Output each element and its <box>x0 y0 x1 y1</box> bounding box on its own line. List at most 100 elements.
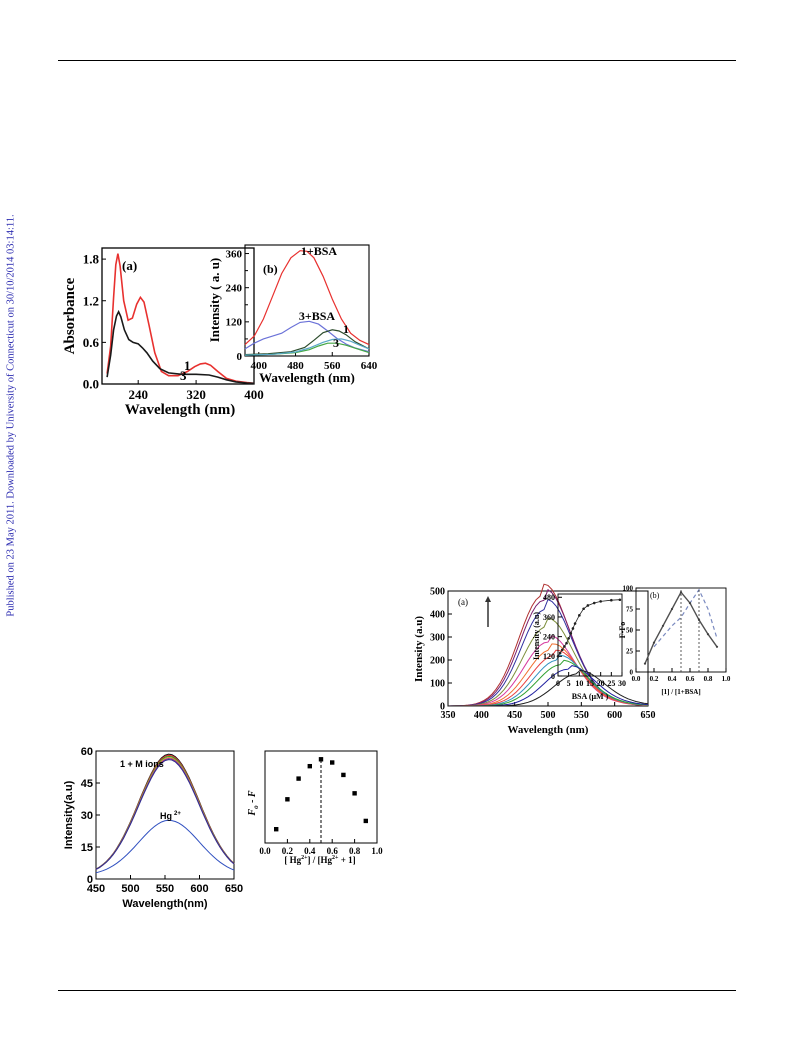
series-annotation: 3 <box>180 368 187 383</box>
titration-point <box>610 598 613 602</box>
x-axis-label: Wavelength (nm) <box>508 724 589 736</box>
series-annotation: 1 <box>343 322 349 336</box>
x-tick-label: 500 <box>541 710 556 721</box>
x-tick-label: 640 <box>361 360 378 372</box>
x-tick-label: 400 <box>251 360 268 372</box>
data-point <box>330 760 335 765</box>
x-tick-label: 400 <box>474 710 489 721</box>
job-plot-chart: 0 25 50 75 100 0.0 0.2 0.4 0.6 0.8 1.0 (b) [1] / [1+… <box>618 584 731 696</box>
y-axis-label: F-Fo <box>618 622 627 638</box>
plot-frame <box>557 593 623 677</box>
job-point <box>688 602 692 605</box>
job-point <box>661 624 665 627</box>
y-tick-label: 120 <box>226 317 243 329</box>
x-tick-label: 5 <box>567 679 571 688</box>
x-axis-label-part: [ Hg <box>284 855 301 865</box>
x-tick-label: 0.0 <box>632 675 641 683</box>
titration-point <box>558 651 562 655</box>
x-tick-label: 650 <box>225 883 243 895</box>
y-axis-label: Intensity (a.u) <box>532 612 541 660</box>
x-tick-label: 0.2 <box>650 675 659 683</box>
series-annotation: 1 <box>184 358 191 373</box>
y-axis-label-part: o <box>252 805 260 809</box>
x-tick-label: 450 <box>507 710 522 721</box>
y-tick-label: 360 <box>226 248 243 260</box>
x-tick-label: 0.0 <box>259 846 271 856</box>
x-tick-label: 0 <box>556 679 560 688</box>
header-rule <box>58 60 736 61</box>
y-tick-label: 0.0 <box>83 377 99 392</box>
series-line-1 <box>244 329 370 356</box>
emission-curve <box>448 669 649 707</box>
series-line-1 <box>106 253 255 385</box>
job-point <box>670 607 674 611</box>
x-axis-label-part: + 1] <box>338 855 355 865</box>
hg-intensity-chart: 0 15 30 45 60 450 500 550 600 650 1 + M ions Hg 2+ Wa… <box>63 746 243 910</box>
data-point <box>341 772 346 778</box>
x-tick-label: 320 <box>186 387 206 402</box>
hg-scatter-chart: 0.0 0.2 0.4 0.6 0.8 1.0[ Hg2+] / [Hg2+ + 1]Fo… <box>247 750 383 865</box>
x-tick-label: 20 <box>597 679 605 688</box>
x-tick-label: 0.4 <box>668 675 677 683</box>
footer-rule <box>58 990 736 991</box>
job-point <box>652 641 656 644</box>
x-tick-label: 650 <box>641 710 656 721</box>
series-annotation: 3 <box>333 336 339 350</box>
x-tick-label: 0.8 <box>704 675 713 683</box>
y-tick-label: 300 <box>430 633 445 644</box>
arrow-head <box>485 596 491 602</box>
y-tick-label: 0 <box>237 351 243 363</box>
job-point <box>679 591 683 594</box>
y-tick-label: 200 <box>430 656 445 667</box>
y-tick-label: 100 <box>623 584 634 592</box>
emission-curve <box>95 759 235 870</box>
x-axis-label: Wavelength (nm) <box>125 402 235 418</box>
y-tick-label: 15 <box>81 842 93 854</box>
data-point <box>318 757 324 762</box>
job-point <box>643 662 647 665</box>
x-tick-label: 15 <box>586 679 594 688</box>
x-axis-label: BSA (μM ) <box>572 692 609 701</box>
y-tick-label: 75 <box>626 605 634 613</box>
titration-point <box>563 645 566 648</box>
titration-point <box>599 600 602 603</box>
y-tick-label: 0 <box>440 702 445 713</box>
panel-label: (b) <box>650 591 660 600</box>
x-tick-label: 240 <box>128 387 148 402</box>
data-point <box>352 791 357 796</box>
job-point <box>715 645 719 648</box>
titration-point <box>592 601 596 605</box>
x-tick-label: 550 <box>156 883 174 895</box>
y-tick-label: 1.2 <box>83 293 99 308</box>
series-line-1+BSA <box>244 250 370 346</box>
plot-frame <box>101 247 255 385</box>
series-annotation: 3+BSA <box>299 309 336 323</box>
titration-point <box>586 604 590 607</box>
y-axis-label: Fo - F <box>247 790 260 817</box>
x-tick-label: 30 <box>618 679 626 688</box>
y-tick-label: 0.6 <box>83 335 100 350</box>
series-annotation-sup: 2+ <box>174 811 181 817</box>
x-tick-label: 1.0 <box>371 846 383 856</box>
data-point <box>285 797 290 802</box>
x-axis-label: [ Hg2+] / [Hg2+ + 1] <box>284 855 355 865</box>
x-tick-label: 0.2 <box>282 846 294 856</box>
absorbance-chart: 0.0 0.6 1.2 1.8 240 320 400 (a) 13 Wavelength (nm… <box>62 247 264 418</box>
x-tick-label: 0.4 <box>304 846 316 856</box>
y-tick-label: 120 <box>543 652 555 661</box>
titration-point <box>571 627 575 630</box>
x-tick-label: 1.0 <box>722 675 731 683</box>
x-axis-label: Wavelength (nm) <box>259 370 355 385</box>
series-annotation: 1 + M ions <box>120 759 164 769</box>
y-tick-label: 0 <box>630 668 634 676</box>
y-tick-label: 60 <box>81 746 93 758</box>
emission-curve <box>95 819 235 874</box>
titration-point <box>578 614 581 617</box>
data-point <box>274 827 279 832</box>
series-annotation: 1+BSA <box>301 244 338 258</box>
y-axis-label: Intensity(a.u) <box>63 780 75 849</box>
panel-label: (b) <box>263 262 278 276</box>
panel-label: (a) <box>458 597 468 607</box>
y-tick-label: 1.8 <box>83 252 100 267</box>
